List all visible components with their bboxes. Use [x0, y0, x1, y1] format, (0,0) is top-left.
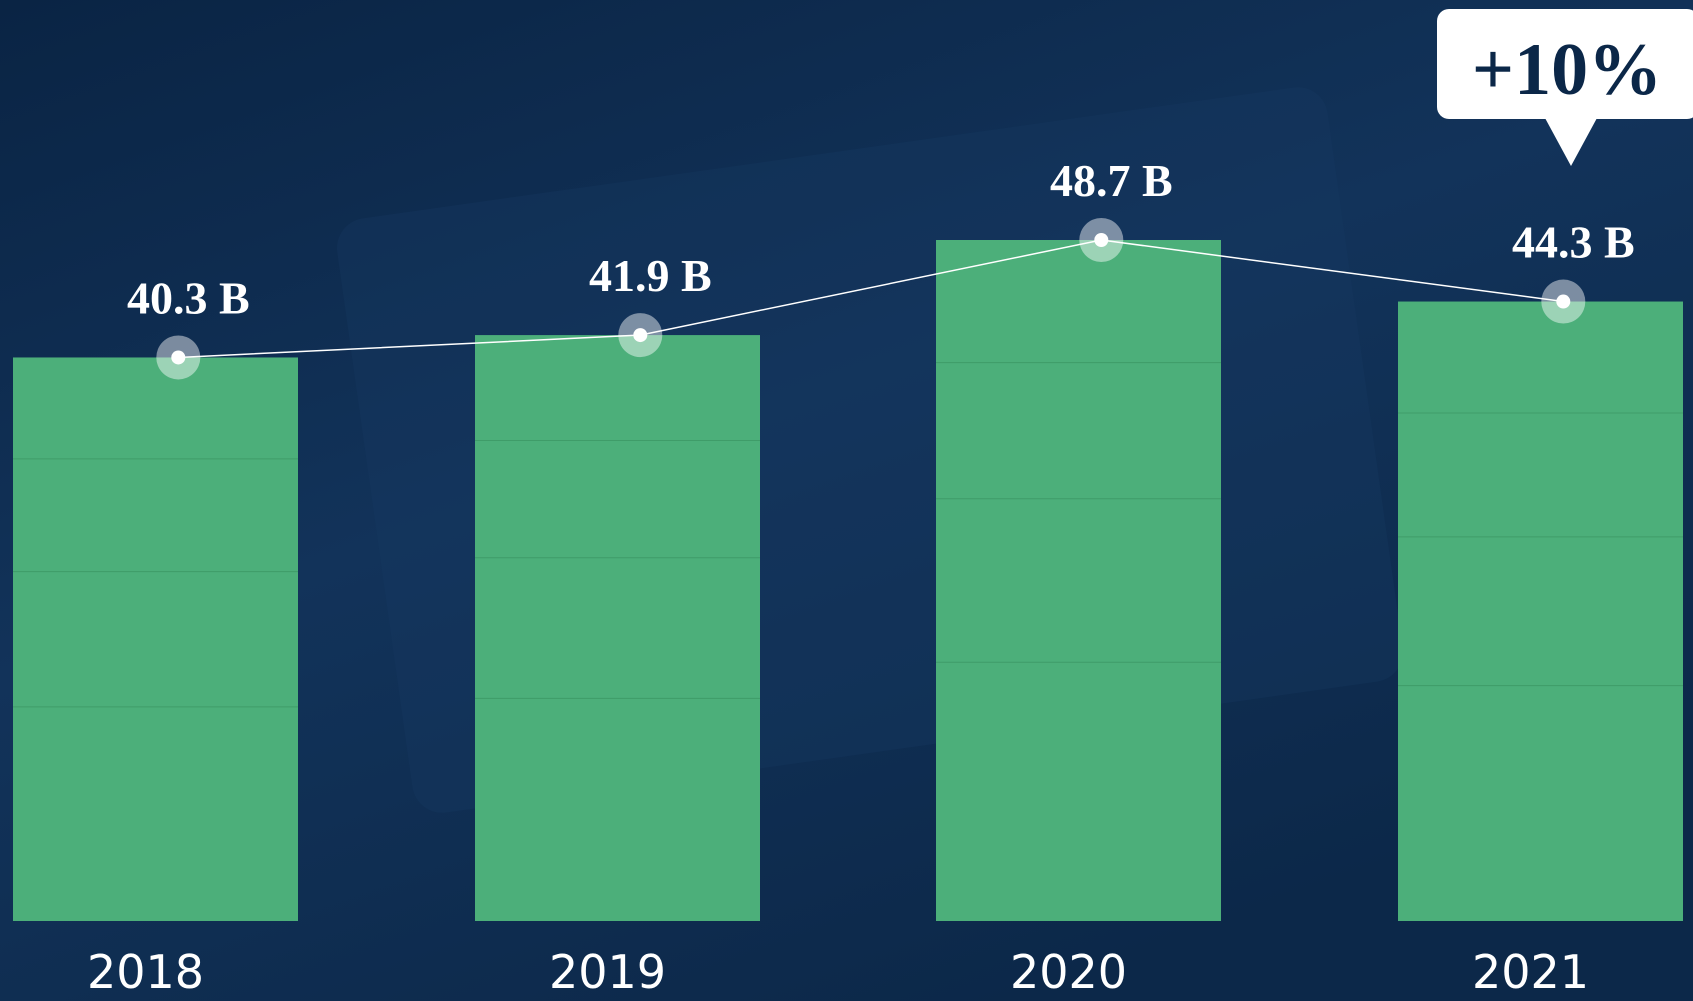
point — [171, 350, 185, 364]
value-label: 48.7 B — [1050, 155, 1173, 206]
point — [1556, 295, 1570, 309]
bar — [475, 335, 760, 921]
x-tick-label: 2019 — [549, 945, 666, 999]
x-tick-label: 2018 — [87, 945, 204, 999]
point — [633, 328, 647, 342]
bar — [13, 357, 298, 921]
value-label: 41.9 B — [589, 250, 712, 301]
point — [1094, 233, 1108, 247]
chart: 2018 2019 2020 2021 40.3 B 41.9 B 48.7 B 44.3 B… — [0, 0, 1693, 1001]
bar — [1398, 302, 1683, 921]
bar — [936, 240, 1221, 921]
x-tick-label: 2020 — [1010, 945, 1127, 999]
value-label: 44.3 B — [1512, 217, 1635, 268]
value-label: 40.3 B — [127, 272, 250, 323]
x-tick-label: 2021 — [1472, 945, 1589, 999]
page: 2018 2019 2020 2021 40.3 B 41.9 B 48.7 B 44.3 B… — [0, 0, 1693, 1001]
annotation: +10% — [1472, 29, 1662, 111]
